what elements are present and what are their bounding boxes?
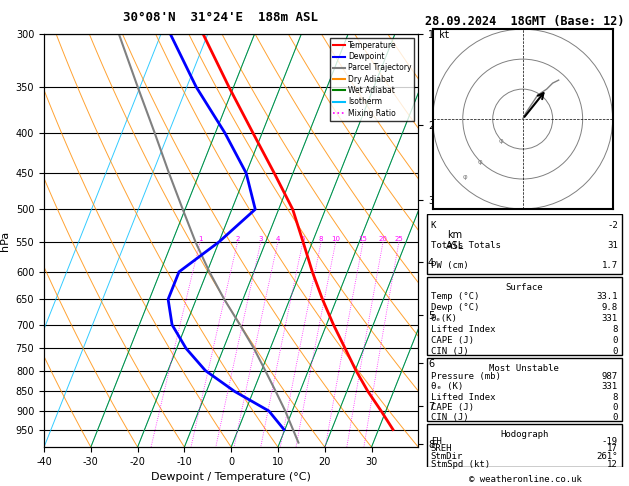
Text: 331: 331 [601,382,618,391]
Text: 1.7: 1.7 [601,261,618,270]
Text: Dewp (°C): Dewp (°C) [431,303,479,312]
Text: CIN (J): CIN (J) [431,413,469,422]
Text: 0: 0 [613,403,618,412]
Bar [426,214,622,275]
Text: Surface: Surface [506,283,543,293]
Text: CAPE (J): CAPE (J) [431,336,474,345]
X-axis label: Dewpoint / Temperature (°C): Dewpoint / Temperature (°C) [151,472,311,483]
Text: 987: 987 [601,372,618,382]
Text: PW (cm): PW (cm) [431,261,469,270]
Text: 12: 12 [607,460,618,469]
Text: 28.09.2024  18GMT (Base: 12): 28.09.2024 18GMT (Base: 12) [425,15,625,28]
Text: φ: φ [463,174,467,180]
Text: 31: 31 [607,241,618,250]
Text: Totals Totals: Totals Totals [431,241,501,250]
Text: Most Unstable: Most Unstable [489,364,559,373]
Text: 25: 25 [394,236,403,242]
Text: θₑ (K): θₑ (K) [431,382,463,391]
Text: Hodograph: Hodograph [500,430,548,439]
Text: 6: 6 [301,236,305,242]
Bar [426,358,622,421]
Text: -2: -2 [607,221,618,230]
Text: © weatheronline.co.uk: © weatheronline.co.uk [469,474,582,484]
Bar [426,277,622,355]
Text: 0: 0 [613,413,618,422]
Text: StmDir: StmDir [431,452,463,461]
Text: 0: 0 [613,336,618,345]
Text: 2: 2 [235,236,240,242]
Text: 8: 8 [319,236,323,242]
Text: 20: 20 [379,236,387,242]
Text: 8: 8 [613,393,618,401]
Text: Lifted Index: Lifted Index [431,325,495,334]
Text: φ: φ [478,159,482,165]
Text: Pressure (mb): Pressure (mb) [431,372,501,382]
Text: 4: 4 [276,236,280,242]
Text: Temp (°C): Temp (°C) [431,292,479,301]
Bar [426,424,622,467]
Text: 33.1: 33.1 [596,292,618,301]
Text: EH: EH [431,437,442,446]
Text: 17: 17 [607,444,618,453]
Text: 9.8: 9.8 [601,303,618,312]
Text: K: K [431,221,436,230]
Y-axis label: km
ASL: km ASL [446,230,464,251]
Text: Lifted Index: Lifted Index [431,393,495,401]
Text: StmSpd (kt): StmSpd (kt) [431,460,490,469]
Text: φ: φ [499,138,503,144]
Legend: Temperature, Dewpoint, Parcel Trajectory, Dry Adiabat, Wet Adiabat, Isotherm, Mi: Temperature, Dewpoint, Parcel Trajectory… [330,38,415,121]
Y-axis label: hPa: hPa [0,230,10,251]
Text: 331: 331 [601,314,618,323]
Text: 30°08'N  31°24'E  188m ASL: 30°08'N 31°24'E 188m ASL [123,11,318,24]
Text: 1: 1 [198,236,203,242]
Text: 10: 10 [331,236,340,242]
Text: 15: 15 [359,236,367,242]
Text: kt: kt [439,30,450,40]
Text: 0: 0 [613,347,618,356]
Text: -19: -19 [601,437,618,446]
Text: 3: 3 [259,236,263,242]
Text: CAPE (J): CAPE (J) [431,403,474,412]
Text: 261°: 261° [596,452,618,461]
Text: CIN (J): CIN (J) [431,347,469,356]
Text: θₑ(K): θₑ(K) [431,314,458,323]
Text: SREH: SREH [431,444,452,453]
Text: 8: 8 [613,325,618,334]
